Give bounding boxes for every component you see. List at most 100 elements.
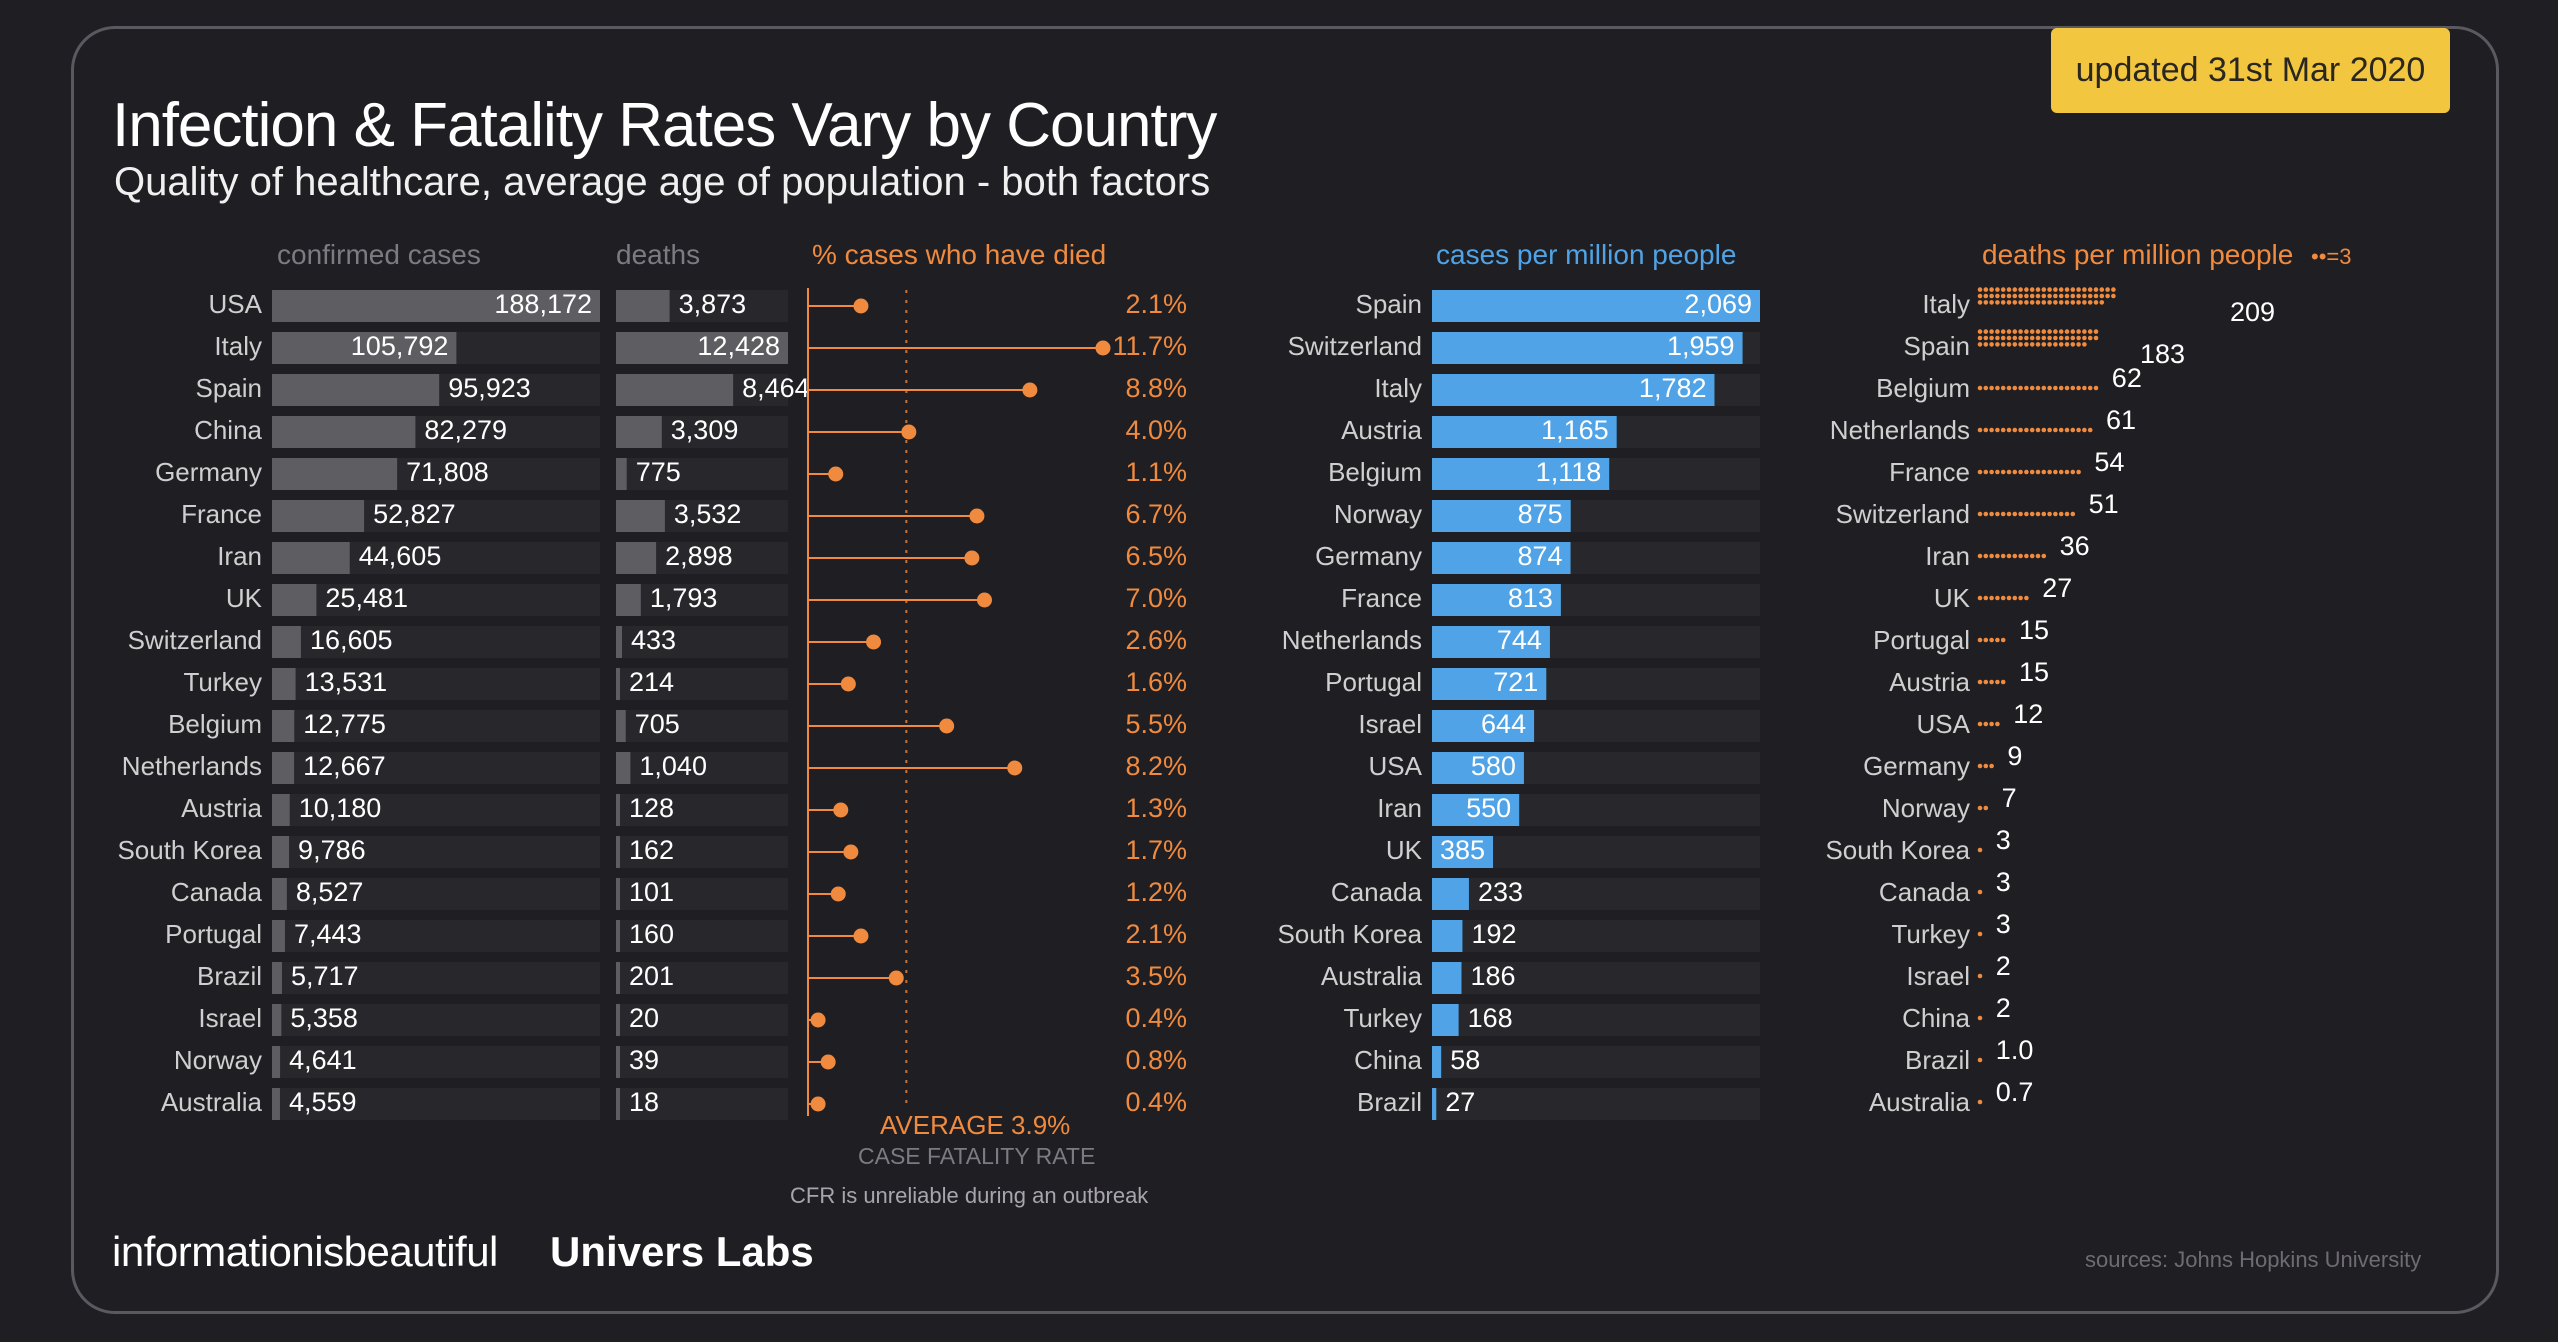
- lollipop-dot: [830, 886, 846, 902]
- data-label: 186: [1470, 961, 1515, 991]
- death-dot: [1977, 335, 1983, 341]
- death-dot: [1977, 805, 1983, 811]
- death-dot: [1977, 973, 1983, 979]
- bar-confirmed-cases: [272, 416, 416, 448]
- bar-deaths: [616, 584, 641, 616]
- bar-track: [616, 794, 788, 826]
- death-dot: [2082, 293, 2087, 299]
- data-label: 550: [1466, 793, 1511, 823]
- bar-cases-per-million: [1432, 1046, 1442, 1078]
- dot-legend-marker: ••: [2311, 244, 2327, 269]
- data-label: 183: [2140, 339, 2185, 369]
- bar-cases-per-million: [1432, 1004, 1459, 1036]
- cfr-label: 8.2%: [1125, 751, 1187, 781]
- death-dot: [1989, 287, 1994, 292]
- death-dot: [2047, 342, 2052, 347]
- death-dot: [2070, 385, 2076, 391]
- cfr-label: 4.0%: [1125, 415, 1187, 445]
- death-dot: [1977, 342, 1983, 347]
- death-dot: [2047, 427, 2052, 433]
- bar-cases-per-million: [1432, 458, 1610, 490]
- death-dot: [1977, 293, 1983, 299]
- data-label: 15: [2019, 657, 2049, 687]
- death-dot: [2024, 287, 2029, 292]
- death-dot: [1995, 679, 2000, 685]
- death-dot: [2006, 469, 2012, 475]
- death-dot: [2006, 427, 2012, 433]
- data-label: 721: [1493, 667, 1538, 697]
- country-label: Israel: [198, 1003, 262, 1033]
- death-dot: [2018, 287, 2023, 292]
- bar-confirmed-cases: [272, 836, 290, 868]
- cfr-label: 6.5%: [1125, 541, 1187, 571]
- country-label: Austria: [1341, 415, 1422, 445]
- data-label: 36: [2060, 531, 2090, 561]
- bar-confirmed-cases: [272, 626, 301, 658]
- death-dot: [1977, 427, 1983, 433]
- death-dot: [1977, 385, 1983, 391]
- death-dot: [2082, 329, 2087, 334]
- death-dot: [2012, 427, 2018, 433]
- bar-deaths: [616, 500, 665, 532]
- death-dot: [2041, 469, 2047, 475]
- death-dot: [2041, 511, 2047, 517]
- country-label: Belgium: [1876, 373, 1970, 403]
- death-dot: [2082, 342, 2087, 347]
- death-dot: [1989, 329, 1994, 334]
- header-deaths: deaths: [616, 239, 701, 270]
- lollipop-dot: [939, 718, 955, 734]
- death-dot: [2012, 335, 2018, 341]
- cfr-label: 8.8%: [1125, 373, 1187, 403]
- death-dot: [2006, 595, 2012, 601]
- data-label: 2: [1996, 951, 2011, 981]
- bar-track: [272, 710, 600, 742]
- data-label: 4,559: [289, 1087, 357, 1117]
- death-dot: [2064, 287, 2070, 292]
- data-label: 580: [1471, 751, 1516, 781]
- death-dot: [1989, 553, 1994, 559]
- death-dot: [2053, 385, 2058, 391]
- country-label: Iran: [1925, 541, 1970, 571]
- lollipop-dot: [853, 928, 869, 944]
- death-dot: [2082, 300, 2087, 305]
- death-dot: [2082, 427, 2087, 433]
- data-label: 9: [2007, 741, 2022, 771]
- death-dot: [1983, 721, 1989, 727]
- bar-confirmed-cases: [272, 500, 365, 532]
- bar-cases-per-million: [1432, 1088, 1437, 1120]
- cfr-label: 1.1%: [1125, 457, 1187, 487]
- death-dot: [1983, 427, 1989, 433]
- death-dot: [2024, 342, 2029, 347]
- death-dot: [2000, 385, 2006, 391]
- death-dot: [2093, 293, 2099, 299]
- death-dot: [1995, 385, 2000, 391]
- country-label: Turkey: [1344, 1003, 1423, 1033]
- death-dot: [2024, 293, 2029, 299]
- updated-badge: updated 31st Mar 2020: [2051, 28, 2450, 113]
- death-dot: [2064, 329, 2070, 334]
- data-label: 160: [629, 919, 674, 949]
- death-dot: [2018, 427, 2023, 433]
- death-dot: [2000, 335, 2006, 341]
- death-dot: [1995, 300, 2000, 305]
- bar-confirmed-cases: [272, 710, 295, 742]
- country-label: Australia: [1321, 961, 1423, 991]
- death-dot: [2082, 287, 2087, 292]
- data-label: 1,040: [639, 751, 707, 781]
- death-dot: [2058, 511, 2064, 517]
- cfr-label: 1.6%: [1125, 667, 1187, 697]
- death-dot: [2012, 300, 2018, 305]
- death-dot: [2053, 469, 2058, 475]
- data-label: 95,923: [448, 373, 531, 403]
- death-dot: [2093, 385, 2099, 391]
- data-label: 813: [1508, 583, 1553, 613]
- bar-deaths: [616, 416, 662, 448]
- death-dot: [2070, 342, 2076, 347]
- data-label: 1,782: [1639, 373, 1707, 403]
- bar-track: [616, 920, 788, 952]
- bar-deaths: [616, 1088, 620, 1120]
- death-dot: [2087, 293, 2093, 299]
- bar-confirmed-cases: [272, 290, 600, 322]
- death-dot: [1983, 293, 1989, 299]
